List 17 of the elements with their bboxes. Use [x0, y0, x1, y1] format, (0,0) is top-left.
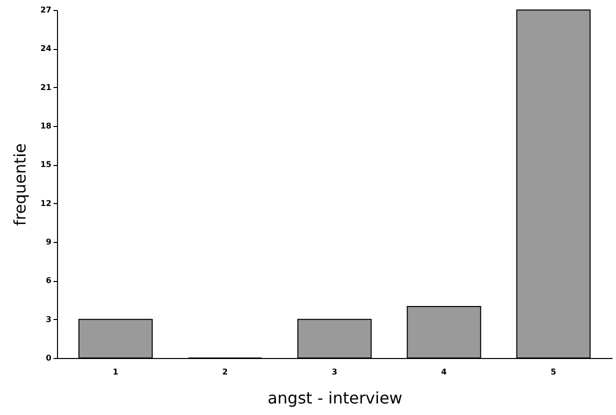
x-tick-label: 1 [112, 368, 119, 376]
x-tick-label: 3 [332, 368, 338, 376]
y-tick-label: 24 [40, 44, 52, 54]
y-tick-label: 9 [46, 238, 52, 246]
y-axis-title: frequentie [10, 143, 30, 226]
y-tick-label: 12 [40, 198, 52, 208]
y-tick-label: 0 [46, 354, 52, 362]
x-tick-label: 2 [222, 368, 228, 376]
x-tick-label: 5 [550, 368, 557, 376]
y-tick-label: 18 [40, 122, 52, 130]
y-tick-label: 6 [46, 276, 52, 286]
y-tick-label: 27 [40, 6, 52, 14]
x-tick-label: 4 [441, 368, 448, 376]
x-axis-title: angst - interview [268, 388, 402, 408]
y-tick-label: 15 [40, 160, 52, 170]
y-tick-label: 3 [46, 314, 52, 324]
y-tick-label: 21 [40, 82, 52, 92]
